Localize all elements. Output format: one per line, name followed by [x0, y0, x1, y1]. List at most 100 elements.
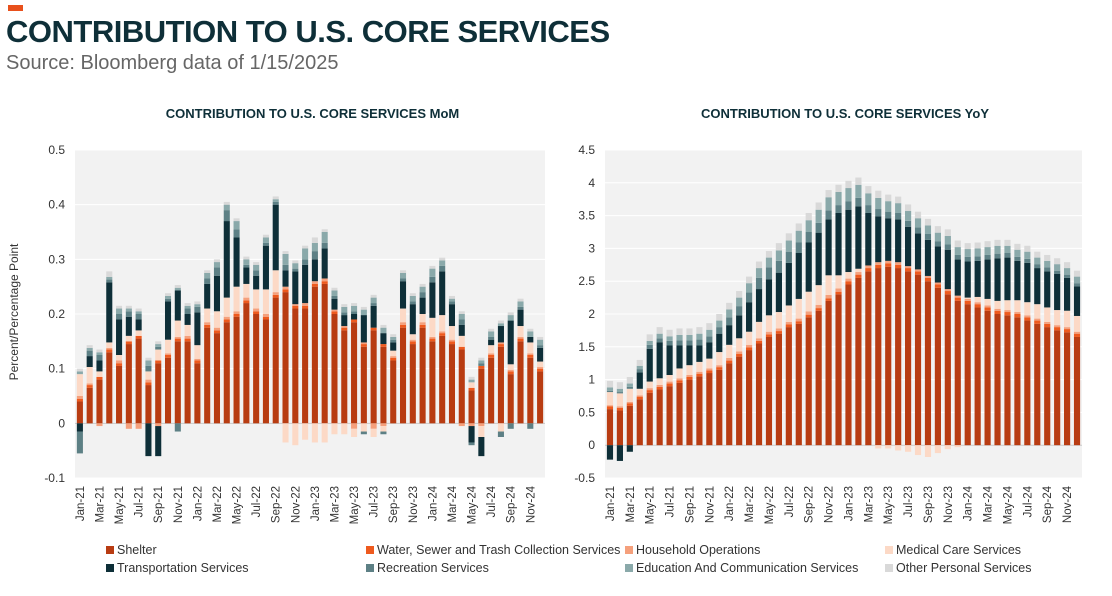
bar-education — [606, 387, 614, 391]
bar-personal — [1034, 251, 1041, 258]
bar-recreation — [1014, 256, 1021, 261]
x-tick-label: Nov-21 — [704, 486, 716, 523]
x-tick-label: Mar-23 — [863, 486, 875, 522]
bar-medical — [885, 445, 892, 449]
bar-personal — [944, 229, 951, 236]
bar-medical — [726, 344, 733, 358]
bar-shelter — [468, 390, 475, 424]
bar-water — [468, 387, 475, 391]
bar-education — [135, 311, 142, 314]
bar-shelter — [1014, 317, 1021, 446]
bar-education — [974, 248, 981, 257]
bar-personal — [765, 251, 773, 258]
bar-shelter — [233, 316, 240, 424]
bar-medical — [497, 423, 504, 432]
bar-personal — [606, 380, 614, 388]
bar-transportation — [636, 372, 643, 389]
bar-medical — [135, 330, 142, 336]
bar-household — [815, 304, 822, 309]
bar-medical — [755, 321, 763, 339]
bar-household — [666, 381, 673, 384]
bar-medical — [272, 270, 279, 293]
bar-household — [497, 342, 504, 345]
bar-shelter — [994, 314, 1001, 446]
bar-personal — [380, 324, 387, 328]
bar-shelter — [351, 322, 358, 424]
bar-recreation — [399, 278, 407, 282]
bar-household — [204, 322, 211, 325]
bar-transportation — [527, 336, 534, 343]
bar-personal — [934, 226, 941, 233]
bar-household — [429, 336, 436, 339]
bar-education — [507, 315, 514, 321]
bar-water — [616, 407, 623, 411]
bar-transportation — [706, 342, 713, 359]
bar-shelter — [974, 307, 981, 446]
x-tick-label: Nov-22 — [290, 486, 302, 523]
x-tick-label: Jul-24 — [486, 485, 498, 517]
bar-transportation — [86, 356, 93, 368]
bar-water — [125, 341, 132, 345]
bar-water — [341, 327, 348, 331]
bar-household — [805, 311, 812, 315]
bar-recreation — [666, 340, 673, 346]
bar-shelter — [696, 376, 703, 446]
bar-shelter — [507, 374, 514, 424]
bar-medical — [646, 381, 653, 389]
bar-recreation — [439, 265, 446, 272]
bar-household — [478, 423, 485, 427]
bar-transportation — [845, 209, 852, 273]
bar-education — [399, 273, 407, 279]
bar-education — [360, 309, 367, 316]
bar-transportation — [805, 242, 812, 292]
bar-personal — [106, 271, 113, 277]
bar-personal — [835, 184, 842, 192]
bar-household — [537, 367, 544, 369]
bar-household — [194, 358, 201, 361]
bar-education — [626, 383, 633, 387]
bar-personal — [1024, 245, 1031, 252]
bar-education — [746, 283, 753, 293]
bar-medical — [262, 289, 269, 314]
x-tick-label: Jul-21 — [134, 486, 146, 517]
bar-personal — [390, 334, 397, 337]
bar-medical — [765, 315, 773, 332]
bar-personal — [282, 251, 289, 254]
bar-household — [885, 260, 892, 264]
bar-transportation — [272, 204, 279, 271]
x-tick-label: Jan-22 — [724, 486, 736, 521]
bar-medical — [282, 423, 289, 443]
bar-household — [399, 322, 407, 325]
bar-shelter — [666, 386, 673, 446]
bar-shelter — [636, 399, 643, 446]
bar-medical — [184, 324, 191, 336]
bar-water — [458, 346, 465, 350]
bar-household — [390, 356, 397, 358]
bar-transportation — [116, 319, 123, 355]
bar-water — [706, 370, 713, 374]
bar-water — [736, 354, 743, 357]
x-tick-label: May-21 — [645, 486, 657, 524]
bar-transportation — [233, 237, 240, 287]
x-tick-label: May-23 — [883, 486, 895, 524]
x-tick-label: Sep-21 — [153, 486, 165, 523]
bar-water — [478, 365, 485, 369]
bar-water — [974, 304, 981, 308]
bar-education — [1024, 251, 1031, 259]
bar-shelter — [736, 356, 743, 446]
bar-water — [1044, 323, 1051, 328]
x-tick-label: Sep-24 — [506, 485, 518, 523]
bar-personal — [746, 276, 753, 284]
bar-recreation — [1004, 252, 1011, 258]
bar-education — [233, 221, 240, 230]
bar-household — [954, 295, 961, 298]
bar-shelter — [360, 346, 367, 424]
bar-household — [746, 344, 753, 348]
bar-personal — [292, 260, 299, 264]
bar-personal — [331, 287, 338, 291]
bar-household — [213, 327, 221, 331]
bar-shelter — [1044, 327, 1051, 446]
bar-medical — [785, 305, 792, 322]
bar-recreation — [775, 260, 782, 273]
bar-household — [1044, 321, 1051, 324]
